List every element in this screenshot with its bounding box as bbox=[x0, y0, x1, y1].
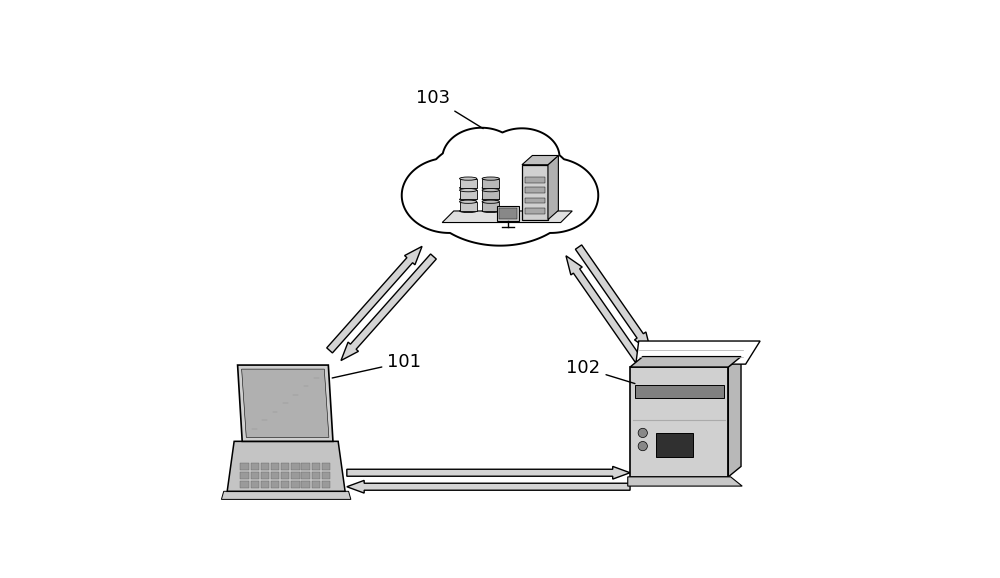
Bar bbox=[322, 472, 330, 479]
Ellipse shape bbox=[460, 209, 477, 213]
Ellipse shape bbox=[402, 158, 497, 233]
FancyArrow shape bbox=[341, 254, 436, 361]
Bar bbox=[322, 463, 330, 470]
Circle shape bbox=[638, 428, 647, 438]
Polygon shape bbox=[497, 206, 519, 221]
FancyArrow shape bbox=[575, 245, 651, 351]
Bar bbox=[240, 472, 249, 479]
Bar bbox=[312, 481, 320, 488]
Bar bbox=[261, 472, 269, 479]
Ellipse shape bbox=[460, 188, 477, 192]
Bar bbox=[482, 202, 499, 211]
Ellipse shape bbox=[482, 177, 499, 180]
Bar bbox=[271, 472, 279, 479]
Polygon shape bbox=[227, 442, 345, 491]
Ellipse shape bbox=[460, 177, 477, 180]
Bar bbox=[460, 190, 477, 199]
Bar bbox=[301, 481, 310, 488]
Polygon shape bbox=[499, 208, 517, 219]
Bar bbox=[291, 481, 300, 488]
Polygon shape bbox=[221, 491, 351, 499]
Bar bbox=[251, 472, 259, 479]
Bar bbox=[251, 481, 259, 488]
Circle shape bbox=[638, 442, 647, 451]
Ellipse shape bbox=[422, 136, 578, 246]
Ellipse shape bbox=[482, 209, 499, 213]
Bar bbox=[261, 463, 269, 470]
FancyArrow shape bbox=[347, 480, 630, 493]
Bar bbox=[312, 472, 320, 479]
Bar bbox=[261, 481, 269, 488]
Ellipse shape bbox=[482, 198, 499, 201]
Bar bbox=[322, 481, 330, 488]
Bar bbox=[281, 463, 289, 470]
Bar bbox=[240, 463, 249, 470]
Polygon shape bbox=[525, 198, 545, 203]
Ellipse shape bbox=[482, 200, 499, 203]
Polygon shape bbox=[525, 208, 545, 214]
Bar bbox=[271, 481, 279, 488]
Ellipse shape bbox=[484, 128, 560, 186]
Polygon shape bbox=[238, 365, 333, 442]
Bar bbox=[301, 463, 310, 470]
Bar bbox=[460, 202, 477, 211]
Text: 101: 101 bbox=[332, 353, 421, 378]
Bar bbox=[630, 367, 728, 477]
Polygon shape bbox=[442, 211, 572, 223]
Polygon shape bbox=[548, 155, 558, 220]
Polygon shape bbox=[628, 477, 742, 486]
Ellipse shape bbox=[482, 188, 499, 192]
Polygon shape bbox=[242, 369, 329, 438]
Bar bbox=[271, 463, 279, 470]
Bar bbox=[312, 463, 320, 470]
Bar bbox=[251, 463, 259, 470]
Bar bbox=[281, 481, 289, 488]
Bar bbox=[482, 190, 499, 199]
Ellipse shape bbox=[460, 200, 477, 203]
Ellipse shape bbox=[460, 186, 477, 190]
Bar bbox=[301, 472, 310, 479]
Polygon shape bbox=[636, 341, 760, 364]
Polygon shape bbox=[630, 357, 741, 367]
Bar bbox=[240, 481, 249, 488]
Bar bbox=[656, 433, 693, 457]
Polygon shape bbox=[522, 165, 548, 220]
Bar bbox=[460, 179, 477, 188]
Ellipse shape bbox=[503, 158, 598, 233]
Ellipse shape bbox=[442, 128, 521, 190]
Polygon shape bbox=[525, 187, 545, 193]
Bar bbox=[291, 472, 300, 479]
Polygon shape bbox=[728, 357, 741, 477]
Polygon shape bbox=[522, 155, 558, 165]
Text: 103: 103 bbox=[416, 89, 483, 128]
FancyArrow shape bbox=[327, 246, 422, 353]
Bar bbox=[281, 472, 289, 479]
Ellipse shape bbox=[460, 198, 477, 201]
FancyArrow shape bbox=[566, 256, 641, 362]
FancyArrow shape bbox=[347, 466, 630, 479]
Polygon shape bbox=[525, 177, 545, 183]
Polygon shape bbox=[635, 385, 724, 398]
Bar bbox=[482, 179, 499, 188]
Ellipse shape bbox=[482, 186, 499, 190]
Bar bbox=[291, 463, 300, 470]
Text: 102: 102 bbox=[566, 359, 635, 384]
